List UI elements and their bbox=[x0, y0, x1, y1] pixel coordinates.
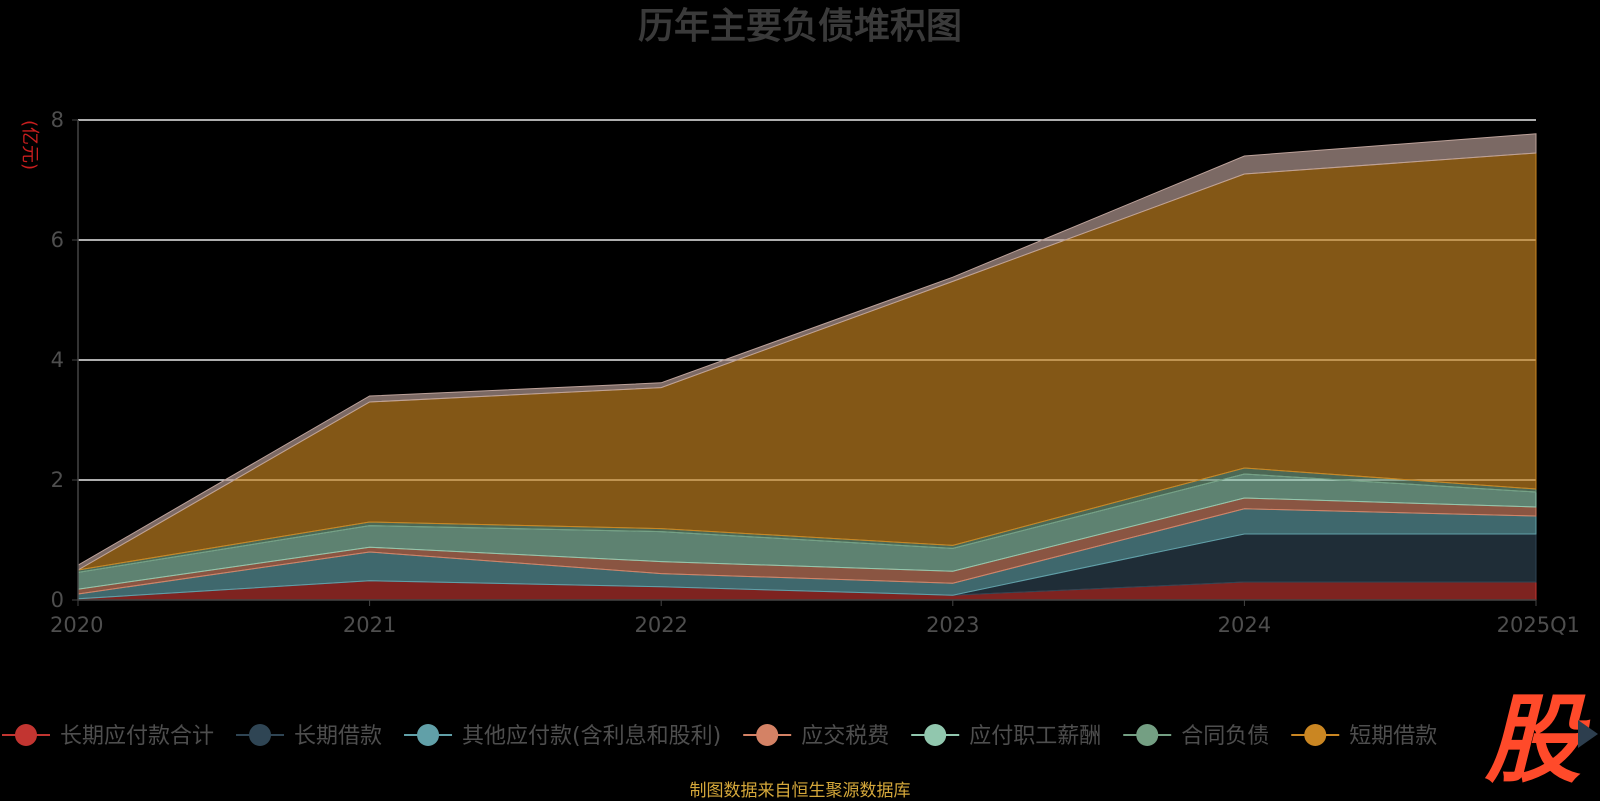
chart-title: 历年主要负债堆积图 bbox=[638, 6, 962, 47]
legend-item[interactable]: 其他应付款(含利息和股利) bbox=[404, 724, 721, 749]
x-tick-label: 2020 bbox=[50, 613, 103, 637]
legend-item[interactable]: 合同负债 bbox=[1123, 724, 1269, 749]
data-source-note: 制图数据来自恒生聚源数据库 bbox=[689, 781, 911, 801]
x-tick-label: 2024 bbox=[1218, 613, 1271, 637]
legend-item[interactable]: 短期借款 bbox=[1291, 724, 1437, 749]
legend[interactable]: 长期应付款合计 长期借款 其他应付款(含利息和股利) 应交税费 应付职工薪酬 合同负债 短期… bbox=[2, 724, 1437, 749]
legend-item[interactable]: 长期借款 bbox=[236, 724, 382, 749]
y-tick-label: 4 bbox=[51, 348, 64, 372]
legend-marker-icon bbox=[756, 724, 779, 746]
legend-marker-icon bbox=[15, 724, 37, 746]
legend-marker-icon bbox=[249, 724, 272, 746]
brand-logo: 股 bbox=[1485, 684, 1581, 796]
legend-label: 短期借款 bbox=[1349, 724, 1437, 749]
legend-next-page-icon[interactable] bbox=[1578, 720, 1598, 748]
legend-item[interactable]: 应交税费 bbox=[743, 724, 889, 749]
y-axis-unit: (亿元) bbox=[19, 120, 40, 170]
legend-item[interactable]: 长期应付款合计 bbox=[2, 724, 214, 749]
area-series-7[interactable] bbox=[77, 133, 1537, 571]
axes: 0 2 4 6 8 2020 2021 2022 2023 2024 2025Q1 (亿元) bbox=[19, 108, 1580, 637]
legend-marker-icon bbox=[417, 724, 440, 746]
legend-label: 其他应付款(含利息和股利) bbox=[462, 724, 721, 749]
x-tick-label: 2023 bbox=[926, 613, 979, 637]
legend-label: 长期应付款合计 bbox=[60, 724, 214, 749]
legend-marker-icon bbox=[1304, 724, 1327, 746]
x-tick-label: 2025Q1 bbox=[1497, 613, 1580, 637]
legend-label: 合同负债 bbox=[1181, 724, 1269, 749]
legend-label: 长期借款 bbox=[294, 724, 382, 749]
area-series bbox=[77, 133, 1537, 601]
legend-label: 应交税费 bbox=[801, 724, 889, 749]
x-tick-label: 2022 bbox=[634, 613, 687, 637]
y-tick-label: 2 bbox=[51, 468, 64, 492]
y-tick-label: 6 bbox=[51, 228, 64, 252]
x-tick-label: 2021 bbox=[343, 613, 396, 637]
legend-item[interactable]: 应付职工薪酬 bbox=[911, 724, 1101, 749]
legend-label: 应付职工薪酬 bbox=[969, 724, 1101, 749]
y-tick-label: 8 bbox=[51, 108, 64, 132]
legend-marker-icon bbox=[1136, 724, 1159, 746]
legend-marker-icon bbox=[924, 724, 947, 746]
y-tick-label: 0 bbox=[51, 588, 64, 612]
